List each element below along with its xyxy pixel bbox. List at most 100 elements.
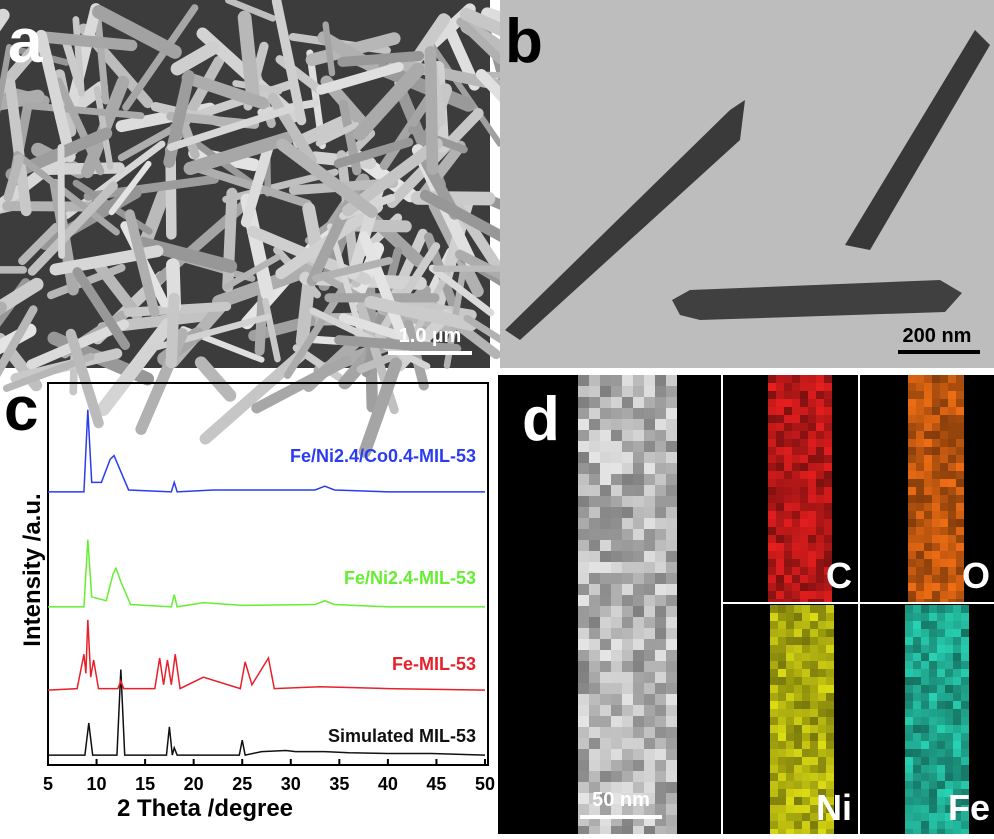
map-pixel [786,797,794,805]
map-pixel [778,773,786,781]
map-pixel [956,391,964,399]
map-pixel [905,709,913,717]
map-pixel [589,826,600,834]
map-pixel [786,813,794,821]
map-pixel [826,645,834,653]
map-pixel [800,455,808,463]
map-pixel [666,463,677,474]
map-pixel [932,463,940,471]
map-pixel [792,599,800,602]
map-pixel [784,599,792,602]
map-pixel [786,685,794,693]
map-pixel [924,423,932,431]
map-pixel [810,685,818,693]
map-pixel [826,829,834,834]
map-pixel [921,685,929,693]
map-pixel [589,485,600,496]
map-pixel [800,575,808,583]
map-pixel [578,584,589,595]
map-pixel [778,613,786,621]
map-pixel [816,519,824,527]
map-pixel [961,757,969,765]
map-pixel [816,495,824,503]
map-pixel [578,540,589,551]
map-pixel [600,430,611,441]
map-pixel [945,669,953,677]
scale-label: 50 nm [592,789,650,811]
map-pixel [644,628,655,639]
map-pixel [921,813,929,821]
x-tick-label: 20 [184,774,204,794]
map-pixel [655,727,666,738]
map-pixel [816,511,824,519]
map-pixel [824,495,832,503]
map-pixel [916,559,924,567]
map-pixel [921,781,929,789]
map-pixel [956,455,964,463]
map-pixel [644,727,655,738]
map-pixel [816,527,824,535]
map-pixel [633,496,644,507]
map-pixel [792,391,800,399]
map-pixel [929,693,937,701]
map-pixel [810,701,818,709]
map-pixel [778,709,786,717]
map-pixel [932,455,940,463]
map-pixel [784,439,792,447]
map-pixel [948,423,956,431]
map-pixel [589,386,600,397]
map-pixel [655,694,666,705]
map-pixel [826,749,834,757]
map-pixel [786,725,794,733]
map-pixel [948,391,956,399]
map-pixel [633,430,644,441]
map-pixel [937,709,945,717]
map-pixel [768,391,776,399]
map-pixel [810,605,818,613]
map-pixel [589,452,600,463]
map-pixel [932,447,940,455]
map-pixel [655,793,666,804]
map-pixel [644,397,655,408]
map-pixel [578,375,589,386]
map-pixel [633,738,644,749]
map-pixel [622,518,633,529]
map-pixel [937,741,945,749]
map-pixel [611,518,622,529]
map-pixel [666,771,677,782]
map-pixel [937,725,945,733]
map-pixel [932,599,940,602]
map-pixel [905,821,913,829]
map-pixel [802,685,810,693]
x-axis-label: 2 Theta /degree [117,795,293,822]
map-pixel [913,709,921,717]
map-pixel [644,485,655,496]
map-pixel [940,391,948,399]
map-pixel [818,749,826,757]
map-pixel [818,645,826,653]
map-pixel [611,606,622,617]
map-pixel [961,653,969,661]
map-pixel [961,725,969,733]
map-pixel [786,669,794,677]
map-pixel [622,540,633,551]
map-pixel [794,693,802,701]
map-pixel [770,693,778,701]
x-tick-label: 5 [43,774,53,794]
map-pixel [802,669,810,677]
map-pixel [929,797,937,805]
map-pixel [961,629,969,637]
map-pixel [611,397,622,408]
map-pixel [937,661,945,669]
map-pixel [600,661,611,672]
map-pixel [768,511,776,519]
map-pixel [655,650,666,661]
panel-label: d [522,385,560,454]
map-pixel [794,757,802,765]
map-pixel [792,423,800,431]
map-pixel [953,733,961,741]
map-pixel [655,507,666,518]
map-pixel [600,408,611,419]
map-pixel [644,419,655,430]
map-pixel [622,628,633,639]
